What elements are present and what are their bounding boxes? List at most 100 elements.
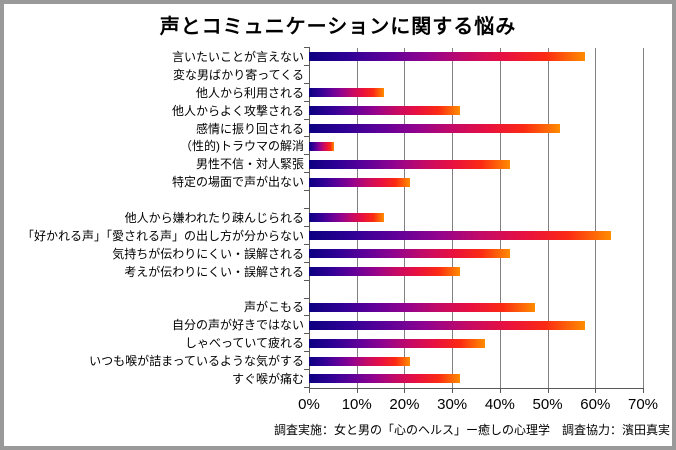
category-axis-tick (304, 136, 310, 138)
category-label: 声がこもる (243, 300, 304, 315)
bar (309, 88, 385, 98)
category-label: 他人から嫌われたり疎んじられる (124, 210, 304, 225)
x-axis-tick (356, 388, 358, 393)
bar (309, 141, 335, 151)
category-label: 「好かれる声」「愛される声」の出し方が分からない (21, 228, 304, 243)
category-label: 特定の場面で声が出ない (171, 175, 304, 190)
bar (309, 52, 586, 62)
category-label: 変な男ばかり寄ってくる (172, 67, 304, 82)
bar-row: 男性不信・対人緊張 (4, 155, 643, 173)
bar-cell (309, 281, 643, 299)
category-label: 気持ちが伝わりにくい・誤解される (112, 246, 304, 261)
x-axis-label: 20% (389, 396, 420, 413)
category-axis-tick (304, 387, 310, 388)
bar-row: 考えが伝わりにくい・誤解される (4, 263, 643, 281)
category-label: 他人から利用される (195, 85, 304, 100)
bar-row: 特定の場面で声が出ない (4, 173, 643, 191)
category-axis-tick (304, 243, 310, 245)
chart-title: 声とコミュニケーションに関する悩み (159, 16, 517, 38)
bar-row: 気持ちが伝わりにくい・誤解される (4, 245, 643, 263)
bar (309, 231, 611, 241)
bar-cell (309, 48, 643, 66)
category-axis-tick (304, 225, 310, 227)
bar-row: しゃべっていて疲れる (4, 334, 643, 352)
bar (309, 267, 460, 277)
bar-row: 声がこもる (4, 298, 643, 316)
bar-cell (309, 173, 643, 191)
bar-cell (309, 263, 643, 281)
bar-row-separator (4, 281, 643, 299)
x-axis-tick (452, 388, 454, 393)
bar (309, 338, 485, 348)
x-axis-label: 50% (532, 396, 563, 413)
gridline (404, 48, 406, 388)
bar-rows: 言いたいことが言えない 変な男ばかり寄ってくる他人から利用される他人からよく攻撃さ… (4, 48, 643, 388)
bar-cell (309, 155, 643, 173)
bar (309, 302, 536, 312)
category-label: 男性不信・対人緊張 (195, 157, 304, 172)
bar-row: （性的)トラウマの解消 (4, 137, 643, 155)
bar-row: すぐ喉が痛む (4, 370, 643, 388)
bar-cell (309, 66, 643, 84)
x-axis-label: 30% (437, 396, 468, 413)
bar (309, 177, 410, 187)
x-axis-tick (547, 388, 549, 393)
credits-text: 調査実施：女と男の「心のヘルス」ー癒しの心理学 調査協力：濱田真実 (273, 423, 670, 437)
bar-row: 他人から利用される (4, 84, 643, 102)
bar-row: いつも喉が詰まっているような気がする (4, 352, 643, 370)
category-axis-tick (304, 279, 310, 281)
bar-cell (309, 352, 643, 370)
bar-cell (309, 120, 643, 138)
bar (309, 106, 460, 116)
bar-cell (309, 84, 643, 102)
category-label: すぐ喉が痛む (231, 371, 304, 386)
category-axis-tick (304, 297, 310, 299)
category-axis-tick (304, 47, 310, 48)
category-axis-tick (304, 100, 310, 102)
bar (309, 159, 510, 169)
bar-row: 「好かれる声」「愛される声」の出し方が分からない (4, 227, 643, 245)
bar (309, 374, 460, 384)
gridline (595, 48, 597, 388)
x-axis-label: 70% (627, 396, 659, 413)
category-label: （性的)トラウマの解消 (180, 139, 304, 154)
category-axis-tick (304, 333, 310, 335)
bar-row-separator (4, 191, 643, 209)
category-label: 言いたいことが言えない (171, 49, 304, 64)
bar-row: 自分の声が好きではない (4, 316, 643, 334)
bar-cell (309, 298, 643, 316)
bar (309, 320, 586, 330)
bar-cell (309, 137, 643, 155)
category-axis-tick (304, 351, 310, 353)
x-axis-tick (404, 388, 406, 393)
category-axis-tick (304, 118, 310, 120)
gridline (452, 48, 454, 388)
x-axis-tick (309, 388, 310, 393)
category-label: 自分の声が好きではない (171, 318, 304, 333)
bar-row: 他人からよく攻撃される (4, 102, 643, 120)
category-axis-tick (304, 208, 310, 210)
category-axis-tick (304, 369, 310, 371)
bar-cell (309, 316, 643, 334)
bar-row: 変な男ばかり寄ってくる (4, 66, 643, 84)
bar-row: 感情に振り回される (4, 120, 643, 138)
bar (309, 249, 510, 259)
category-label: しゃべっていて疲れる (184, 336, 304, 351)
x-axis-tick (499, 388, 501, 393)
gridline (547, 48, 549, 388)
x-axis-label: 40% (484, 396, 515, 413)
bar (309, 356, 410, 366)
category-axis-tick (304, 190, 310, 192)
category-axis-tick (304, 64, 310, 66)
bar (309, 213, 385, 223)
category-axis-tick (304, 82, 310, 84)
x-axis-label: 60% (580, 396, 611, 413)
bar (309, 124, 560, 133)
category-axis-tick (304, 261, 310, 263)
bar-cell (309, 191, 643, 209)
x-axis-label: 0% (298, 396, 320, 413)
category-label: 感情に振り回される (195, 121, 304, 136)
category-axis-tick (304, 172, 310, 174)
bar-row: 他人から嫌われたり疎んじられる (4, 209, 643, 227)
